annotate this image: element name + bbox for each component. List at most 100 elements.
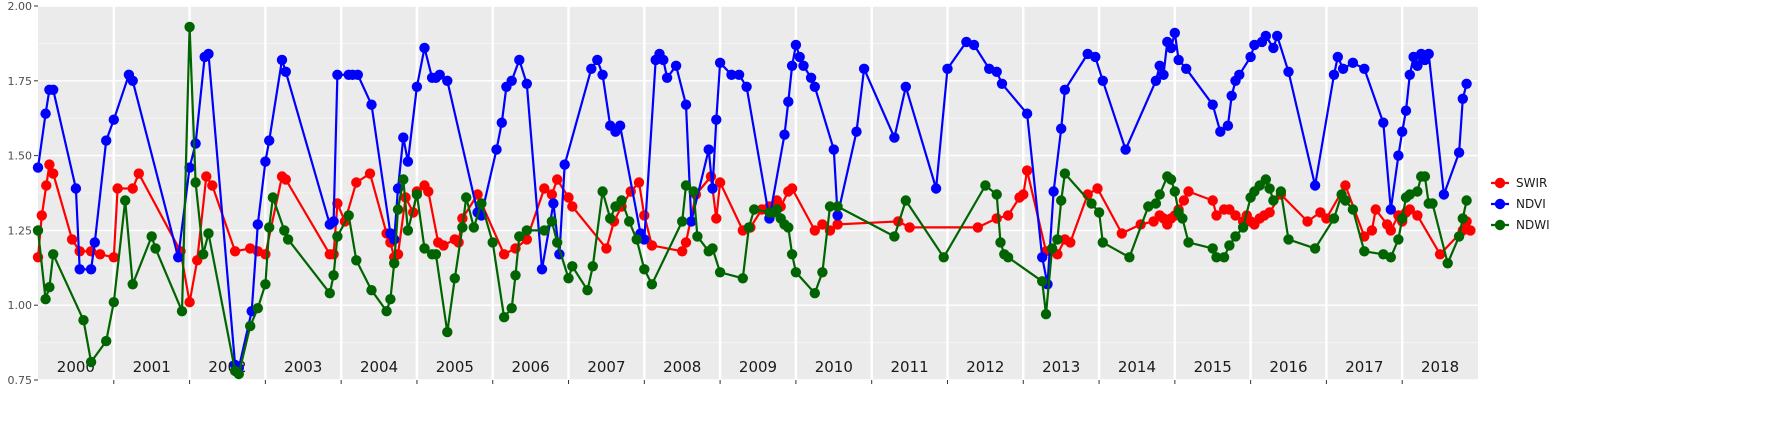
data-point <box>1181 63 1192 74</box>
data-point <box>521 78 532 90</box>
data-point <box>449 273 460 284</box>
data-point <box>1207 99 1218 110</box>
year-label: 2008 <box>663 358 701 376</box>
data-point <box>328 270 339 281</box>
data-point <box>1234 69 1245 81</box>
data-point <box>1378 117 1389 128</box>
data-point <box>184 21 195 33</box>
data-point <box>805 72 817 84</box>
data-point <box>1150 198 1162 209</box>
data-point <box>430 249 442 260</box>
data-point <box>1207 195 1218 206</box>
legend-key-point <box>1494 219 1506 231</box>
legend-label: NDWI <box>1516 218 1550 232</box>
data-point <box>1268 195 1279 206</box>
data-point <box>1169 27 1181 39</box>
data-point <box>1158 69 1169 81</box>
data-point <box>1461 195 1472 206</box>
data-point <box>1385 204 1397 215</box>
data-point <box>832 210 843 221</box>
data-point <box>94 249 106 260</box>
data-point <box>392 204 404 215</box>
data-point <box>786 249 798 260</box>
data-point <box>1218 252 1230 263</box>
data-point <box>1183 186 1194 197</box>
data-point <box>783 222 794 233</box>
data-point <box>419 243 430 254</box>
data-point <box>1021 108 1033 119</box>
data-point <box>616 195 627 206</box>
data-point <box>1465 225 1476 236</box>
data-point <box>332 69 343 81</box>
data-point <box>714 57 726 68</box>
data-point <box>680 99 692 110</box>
legend-label: NDVI <box>1516 197 1546 211</box>
data-point <box>176 306 188 317</box>
year-label: 2018 <box>1421 358 1459 376</box>
data-point <box>1211 210 1222 221</box>
data-point <box>389 258 400 269</box>
data-point <box>1385 252 1397 263</box>
data-point <box>597 186 608 197</box>
data-point <box>442 75 453 87</box>
data-point <box>41 180 52 191</box>
data-point <box>824 201 836 212</box>
data-point <box>938 252 949 263</box>
data-point <box>1404 204 1416 215</box>
data-point <box>389 234 400 245</box>
data-point <box>771 204 783 215</box>
data-point <box>817 219 828 230</box>
data-point <box>487 237 498 248</box>
data-point <box>1040 309 1052 320</box>
data-point <box>1021 165 1033 176</box>
year-label: 2005 <box>436 358 474 376</box>
data-point <box>1321 213 1332 224</box>
data-point <box>203 228 214 239</box>
y-tick-label: 2.00 <box>8 0 33 13</box>
data-point <box>567 261 578 272</box>
data-point <box>809 81 820 93</box>
data-point <box>1283 234 1294 245</box>
data-point <box>411 81 423 93</box>
data-point <box>506 303 517 314</box>
data-point <box>260 156 271 167</box>
data-point <box>930 183 942 194</box>
data-point <box>1359 246 1370 257</box>
data-point <box>639 234 650 245</box>
data-point <box>1393 234 1404 245</box>
data-point <box>1397 213 1408 224</box>
data-point <box>381 306 392 317</box>
data-point <box>1453 231 1465 242</box>
data-point <box>419 42 430 54</box>
data-point <box>48 168 59 179</box>
data-point <box>1366 225 1378 236</box>
data-point <box>245 320 256 332</box>
data-point <box>112 183 123 194</box>
data-point <box>1226 90 1237 102</box>
legend-item: SWIR <box>1491 176 1547 190</box>
data-point <box>996 78 1008 90</box>
data-point <box>491 144 502 155</box>
year-label: 2010 <box>815 358 853 376</box>
data-point <box>858 63 870 74</box>
data-point <box>48 249 59 260</box>
data-point <box>127 75 138 87</box>
data-point <box>1116 228 1128 239</box>
data-point <box>1056 195 1067 206</box>
data-point <box>328 249 339 260</box>
data-point <box>889 132 900 143</box>
year-label: 2000 <box>57 358 95 376</box>
data-point <box>614 120 626 131</box>
data-point <box>646 240 658 251</box>
y-tick-label: 1.75 <box>8 75 33 88</box>
year-label: 2014 <box>1118 358 1156 376</box>
data-point <box>1385 225 1397 236</box>
year-label: 2011 <box>890 358 928 376</box>
data-point <box>521 225 532 236</box>
data-point <box>1215 126 1226 137</box>
data-point <box>351 255 362 266</box>
data-point <box>633 177 645 188</box>
data-point <box>1037 276 1048 287</box>
data-point <box>995 237 1006 248</box>
